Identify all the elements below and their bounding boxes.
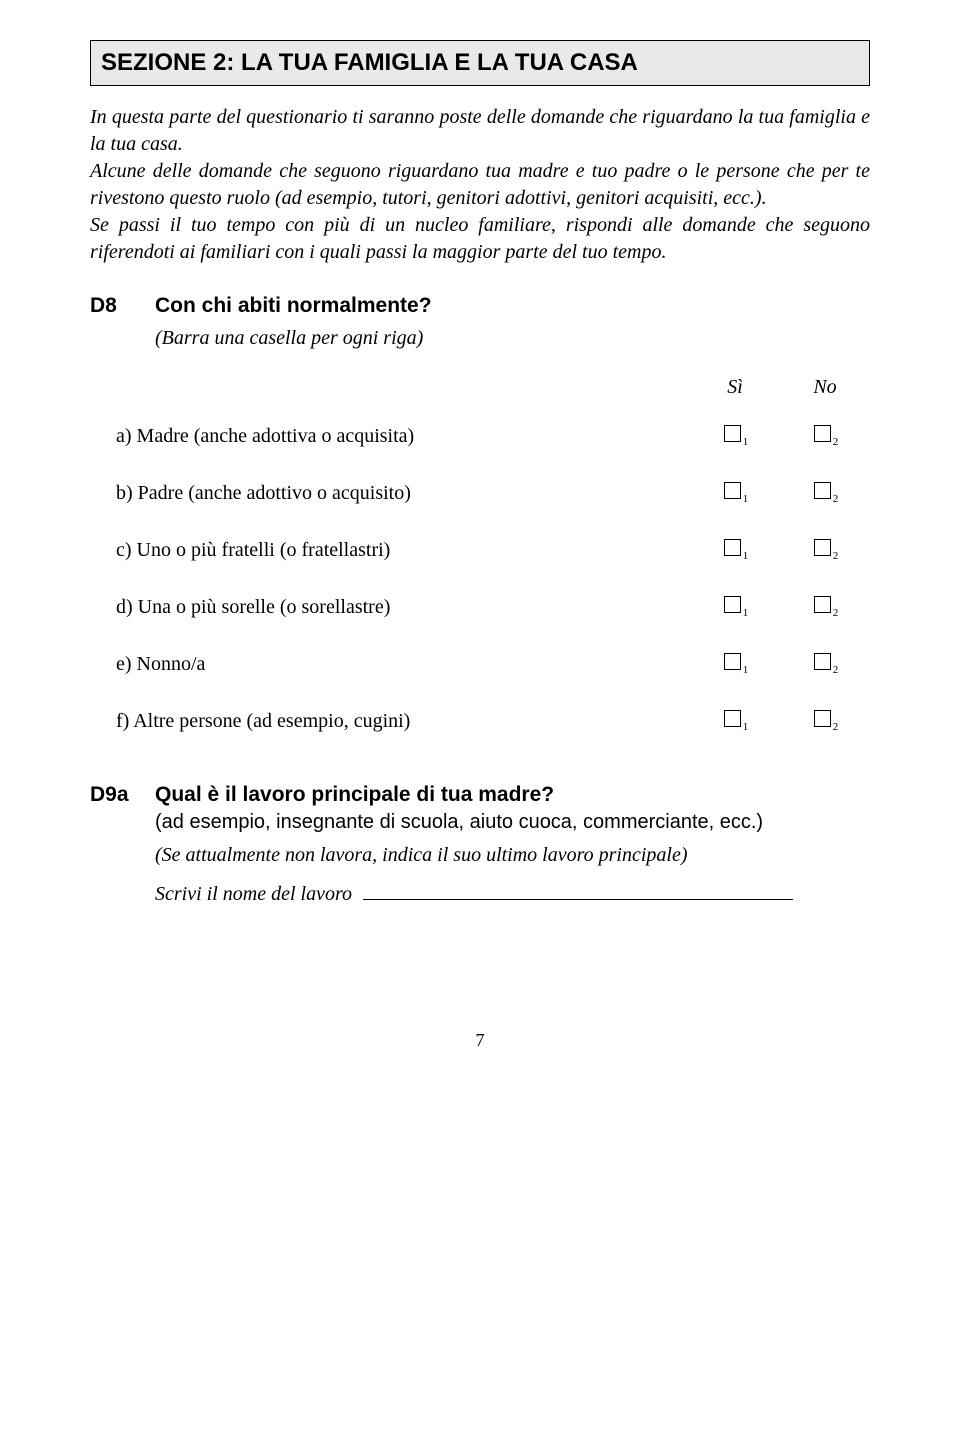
checkbox-no[interactable] — [814, 596, 831, 613]
sub-1: 1 — [743, 435, 749, 450]
d8-row: c) Uno o più fratelli (o fratellastri) 1… — [90, 537, 870, 564]
sub-2: 2 — [833, 720, 839, 735]
d8-row: e) Nonno/a 1 2 — [90, 651, 870, 678]
intro-p2: Alcune delle domande che seguono riguard… — [90, 160, 870, 209]
d8-hint: (Barra una casella per ogni riga) — [155, 325, 870, 352]
section-title: SEZIONE 2: LA TUA FAMIGLIA E LA TUA CASA — [90, 40, 870, 86]
sub-2: 2 — [833, 549, 839, 564]
checkbox-yes[interactable] — [724, 482, 741, 499]
d9a-blank-line[interactable] — [363, 899, 793, 900]
page-number: 7 — [90, 1028, 870, 1052]
question-d8: D8 Con chi abiti normalmente? (Barra una… — [90, 292, 870, 734]
d9a-write-label: Scrivi il nome del lavoro — [155, 883, 352, 905]
checkbox-yes[interactable] — [724, 425, 741, 442]
d8-item-label: e) Nonno/a — [116, 651, 690, 678]
sub-2: 2 — [833, 606, 839, 621]
checkbox-yes[interactable] — [724, 710, 741, 727]
d8-item-label: d) Una o più sorelle (o sorellastre) — [116, 594, 690, 621]
checkbox-no[interactable] — [814, 653, 831, 670]
checkbox-no[interactable] — [814, 539, 831, 556]
d8-row: a) Madre (anche adottiva o acquisita) 1 … — [90, 423, 870, 450]
d9a-title: Qual è il lavoro principale di tua madre… — [155, 783, 554, 806]
d8-table: Sì No a) Madre (anche adottiva o acquisi… — [90, 374, 870, 735]
sub-1: 1 — [743, 663, 749, 678]
sub-1: 1 — [743, 549, 749, 564]
col-yes-header: Sì — [690, 374, 780, 401]
d8-row: d) Una o più sorelle (o sorellastre) 1 2 — [90, 594, 870, 621]
checkbox-yes[interactable] — [724, 596, 741, 613]
sub-1: 1 — [743, 492, 749, 507]
sub-1: 1 — [743, 606, 749, 621]
intro-p1: In questa parte del questionario ti sara… — [90, 106, 870, 155]
checkbox-yes[interactable] — [724, 539, 741, 556]
d9a-id: D9a — [90, 781, 155, 908]
d8-item-label: f) Altre persone (ad esempio, cugini) — [116, 708, 690, 735]
checkbox-no[interactable] — [814, 425, 831, 442]
sub-1: 1 — [743, 720, 749, 735]
d8-id: D8 — [90, 292, 155, 351]
d8-title: Con chi abiti normalmente? — [155, 292, 870, 320]
sub-2: 2 — [833, 435, 839, 450]
d9a-hint: (Se attualmente non lavora, indica il su… — [155, 842, 870, 869]
checkbox-no[interactable] — [814, 482, 831, 499]
d8-row: b) Padre (anche adottivo o acquisito) 1 … — [90, 480, 870, 507]
d8-row: f) Altre persone (ad esempio, cugini) 1 … — [90, 708, 870, 735]
sub-2: 2 — [833, 492, 839, 507]
d9a-subtitle: (ad esempio, insegnante di scuola, aiuto… — [155, 809, 870, 836]
col-no-header: No — [780, 374, 870, 401]
d8-item-label: c) Uno o più fratelli (o fratellastri) — [116, 537, 690, 564]
intro-text: In questa parte del questionario ti sara… — [90, 104, 870, 266]
d8-item-label: a) Madre (anche adottiva o acquisita) — [116, 423, 690, 450]
checkbox-yes[interactable] — [724, 653, 741, 670]
d8-item-label: b) Padre (anche adottivo o acquisito) — [116, 480, 690, 507]
question-d9a: D9a Qual è il lavoro principale di tua m… — [90, 781, 870, 908]
sub-2: 2 — [833, 663, 839, 678]
intro-p3: Se passi il tuo tempo con più di un nucl… — [90, 214, 870, 263]
checkbox-no[interactable] — [814, 710, 831, 727]
